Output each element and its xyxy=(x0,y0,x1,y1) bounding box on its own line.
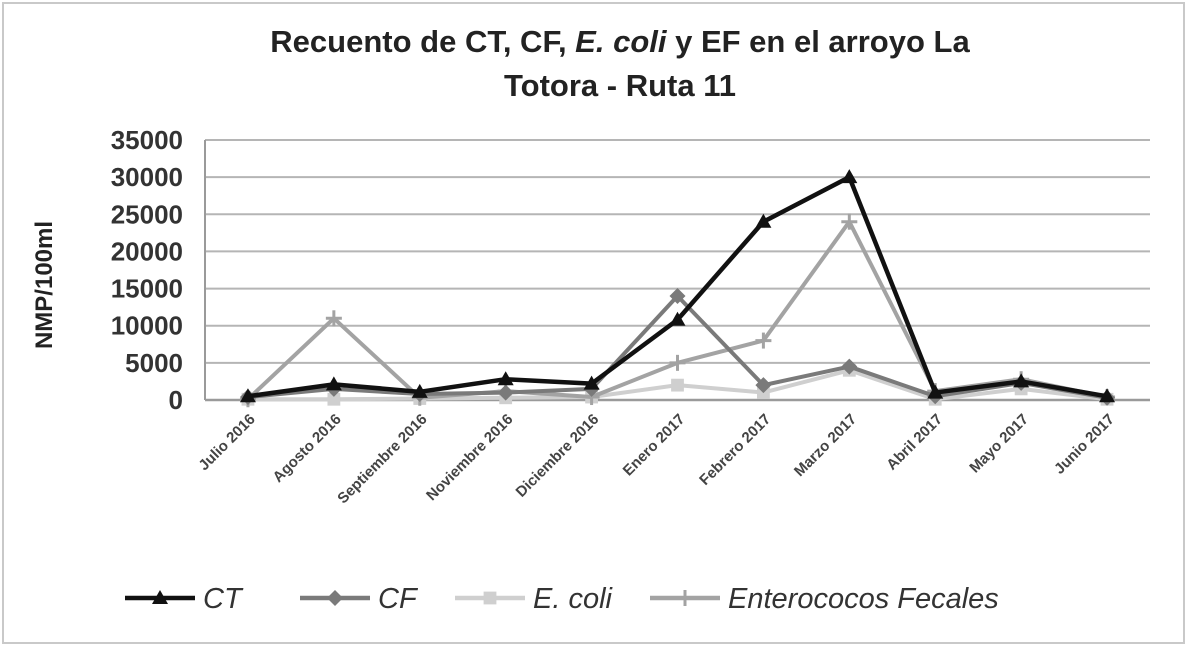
chart-title-line1: Recuento de CT, CF, E. coli y EF en el a… xyxy=(270,24,970,59)
legend-item: CT xyxy=(125,583,244,615)
y-axis-label: NMP/100ml xyxy=(31,221,58,349)
series-enterococos-fecales xyxy=(239,213,1116,408)
x-tick-label: Noviembre 2016 xyxy=(423,411,516,504)
data-point xyxy=(497,371,514,386)
y-axis-ticks: 35000 30000 25000 20000 15000 10000 5000 0 xyxy=(111,125,183,415)
data-point xyxy=(841,169,858,184)
y-tick-label: 10000 xyxy=(111,311,183,341)
data-point xyxy=(325,376,342,391)
x-tick-label: Junio 2017 xyxy=(1051,411,1118,478)
data-point xyxy=(755,332,772,349)
data-point xyxy=(497,384,514,401)
chart-title-line2: Totora - Ruta 11 xyxy=(504,68,736,103)
x-tick-label: Agosto 2016 xyxy=(270,411,345,486)
data-point xyxy=(677,590,693,606)
data-point xyxy=(583,375,600,390)
legend-item: Enterococos Fecales xyxy=(650,583,999,615)
data-point xyxy=(483,591,497,605)
legend-item: E. coli xyxy=(455,583,614,615)
data-point xyxy=(671,378,684,392)
x-tick-label: Enero 2017 xyxy=(620,411,689,480)
x-tick-label: Septiembre 2016 xyxy=(334,411,430,507)
x-tick-label: Febrero 2017 xyxy=(696,411,774,489)
legend-item: CF xyxy=(300,583,419,615)
y-tick-label: 15000 xyxy=(111,274,183,304)
data-point xyxy=(152,590,168,604)
data-point xyxy=(841,213,858,230)
y-tick-label: 35000 xyxy=(111,125,183,155)
x-tick-label: Mayo 2017 xyxy=(966,411,1032,477)
series-line xyxy=(246,219,1108,401)
x-tick-label: Julio 2016 xyxy=(195,411,258,474)
y-tick-label: 25000 xyxy=(111,199,183,229)
data-point xyxy=(755,213,772,228)
data-point xyxy=(1013,373,1030,388)
x-tick-label: Marzo 2017 xyxy=(791,411,860,480)
data-point xyxy=(411,383,428,398)
x-tick-label: Abril 2017 xyxy=(883,411,946,474)
data-point xyxy=(841,358,858,375)
legend-label: CT xyxy=(203,583,244,615)
data-point xyxy=(1099,388,1116,403)
data-point xyxy=(669,311,686,326)
series-ct xyxy=(239,169,1116,403)
legend-label: E. coli xyxy=(533,583,614,615)
data-point xyxy=(325,310,342,327)
y-tick-label: 30000 xyxy=(111,162,183,192)
data-point xyxy=(755,377,772,394)
data-point xyxy=(927,384,944,399)
data-point xyxy=(327,590,343,606)
series-lines xyxy=(239,169,1116,408)
legend-label: CF xyxy=(378,583,419,615)
data-point xyxy=(669,288,686,304)
x-tick-label: Diciembre 2016 xyxy=(513,411,603,501)
data-point xyxy=(669,354,686,371)
y-tick-label: 5000 xyxy=(125,348,183,378)
y-tick-label: 20000 xyxy=(111,236,183,266)
legend-label: Enterococos Fecales xyxy=(728,583,999,615)
y-tick-label: 0 xyxy=(169,385,183,415)
data-point xyxy=(327,392,341,406)
data-point xyxy=(239,388,256,403)
legend: CT CF E. coli Enterococos Fecales xyxy=(125,583,999,615)
